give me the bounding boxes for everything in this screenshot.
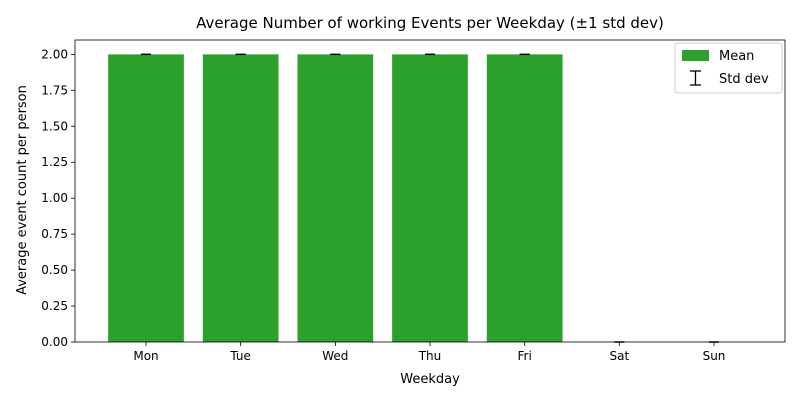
plot-frame [74,39,786,343]
y-tick-label: 1.25 [41,155,68,169]
chart-title: Average Number of working Events per Wee… [196,14,664,32]
legend-label-mean: Mean [719,49,754,64]
legend-swatch-stddev [690,70,701,86]
x-axis-title: Weekday [400,372,460,387]
legend-swatch-mean [682,50,709,61]
y-tick-label: 0.75 [41,227,68,241]
bar-tue [202,54,279,342]
bar-thu [392,54,468,342]
y-tick-label: 0.00 [41,335,68,349]
x-tick-label: Sat [609,349,629,363]
x-tick-label: Wed [322,349,348,363]
bar-wed [297,54,374,342]
y-tick-label: 1.75 [41,83,68,97]
bar-mon [108,54,184,342]
plot-area: Mon Tue Wed Thu Fri Sat Sun 0.00 0.25 0.50 0.75 1.0… [41,39,786,363]
y-tick-label: 1.50 [41,119,68,133]
y-tick-label: 0.50 [41,263,68,277]
y-tick-label: 0.25 [41,299,68,313]
x-tick-label: Mon [133,349,158,363]
bar-fri [486,54,563,342]
y-axis-title: Average event count per person [15,85,30,295]
y-tick-label: 1.00 [41,191,68,205]
x-tick-label: Sun [703,349,726,363]
x-tick-label: Fri [518,349,532,363]
legend: Mean Std dev [674,42,783,94]
x-tick-label: Tue [229,349,251,363]
y-tick-label: 2.00 [41,47,68,61]
legend-label-stddev: Std dev [719,72,769,87]
x-tick-label: Thu [418,349,442,363]
